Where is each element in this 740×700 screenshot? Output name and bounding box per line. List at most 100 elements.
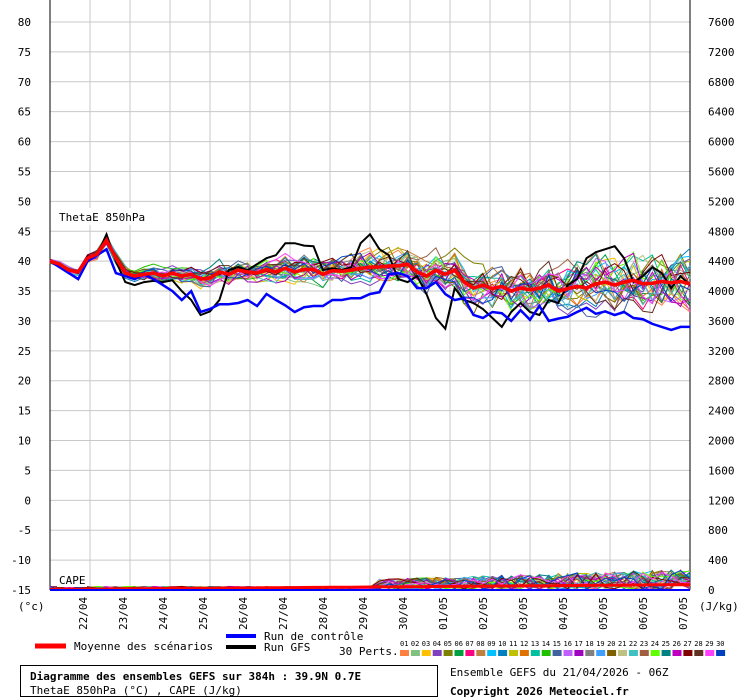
pert-swatch (476, 650, 486, 656)
pert-swatch (552, 650, 562, 656)
x-tick-label: 01/05 (437, 597, 450, 630)
left-tick-label: 0 (24, 494, 31, 507)
right-tick-label: 6400 (708, 106, 735, 119)
x-tick-label: 24/04 (157, 597, 170, 630)
footer-box: Diagramme des ensembles GEFS sur 384h : … (20, 665, 438, 697)
right-tick-label: 6000 (708, 136, 735, 149)
right-tick-label: 400 (708, 554, 728, 567)
pert-swatch (607, 650, 617, 656)
pert-swatch (410, 650, 420, 656)
legend: Moyenne des scénarios Run de contrôle Ru… (35, 630, 726, 658)
x-tick-label: 06/05 (637, 597, 650, 630)
pert-id-label: 14 (542, 640, 550, 648)
pert-swatch (705, 650, 715, 656)
right-tick-label: 7200 (708, 46, 735, 59)
left-tick-label: 80 (18, 16, 31, 29)
pert-id-label: 25 (662, 640, 670, 648)
left-tick-label: 50 (18, 195, 31, 208)
perturbation-line (49, 241, 691, 312)
right-tick-label: 5600 (708, 165, 735, 178)
pert-id-label: 15 (553, 640, 561, 648)
pert-swatch (596, 650, 606, 656)
left-tick-label: 40 (18, 255, 31, 268)
cape-label: CAPE (59, 574, 86, 587)
pert-swatch (400, 650, 409, 656)
right-tick-label: 1600 (708, 464, 735, 477)
x-tick-label: 25/04 (197, 597, 210, 630)
pert-id-label: 06 (455, 640, 463, 648)
pert-id-label: 01 (400, 640, 408, 648)
pert-id-label: 23 (640, 640, 648, 648)
cape-label-bg (57, 573, 87, 587)
pert-id-label: 30 (716, 640, 724, 648)
pert-swatch (672, 650, 682, 656)
x-tick-label: 04/05 (557, 597, 570, 630)
left-tick-label: 15 (18, 405, 31, 418)
left-unit-label: (°c) (18, 600, 45, 613)
x-tick-label: 03/05 (517, 597, 530, 630)
pert-swatch (683, 650, 693, 656)
right-tick-label: 0 (708, 584, 715, 597)
x-tick-label: 02/05 (477, 597, 490, 630)
right-tick-label: 5200 (708, 195, 735, 208)
left-tick-label: 45 (18, 225, 31, 238)
pert-id-label: 17 (574, 640, 582, 648)
right-axis-ticks: 7600720068006400600056005200480044004000… (708, 16, 735, 597)
pert-id-label: 08 (476, 640, 484, 648)
left-tick-label: 30 (18, 315, 31, 328)
x-axis-labels: 22/04 23/04 24/04 25/04 26/04 27/04 28/04 29/04… (77, 597, 690, 630)
pert-swatch (639, 650, 649, 656)
pert-id-label: 20 (607, 640, 615, 648)
pert-swatch (443, 650, 453, 656)
x-tick-label: 07/05 (677, 597, 690, 630)
left-tick-label: 10 (18, 435, 31, 448)
left-tick-label: 75 (18, 46, 31, 59)
mean-line (49, 236, 691, 293)
pert-id-label: 27 (683, 640, 691, 648)
ensemble-chart: 80757065605550454035302520151050-5-10-15… (11, 0, 739, 658)
pert-id-label: 18 (585, 640, 593, 648)
right-unit-label: (J/kg) (699, 600, 739, 613)
perturbation-line (49, 243, 691, 310)
perturbation-line (49, 236, 691, 304)
footer-subtitle: ThetaE 850hPa (°C) , CAPE (J/kg) (30, 684, 242, 697)
pert-swatch (487, 650, 497, 656)
pert-swatch (574, 650, 584, 656)
pert-id-label: 10 (498, 640, 506, 648)
pert-swatch (519, 650, 529, 656)
right-tick-label: 1200 (708, 494, 735, 507)
left-tick-label: 25 (18, 345, 31, 358)
left-tick-label: -10 (11, 554, 31, 567)
pert-id-label: 03 (422, 640, 430, 648)
pert-id-label: 02 (411, 640, 419, 648)
pert-swatch (618, 650, 627, 656)
legend-mean-label: Moyenne des scénarios (74, 640, 213, 653)
x-tick-label: 27/04 (277, 597, 290, 630)
x-tick-label: 05/05 (597, 597, 610, 630)
pert-swatch (465, 650, 475, 656)
x-tick-label: 23/04 (117, 597, 130, 630)
right-tick-label: 800 (708, 524, 728, 537)
pert-swatch (509, 650, 518, 656)
left-tick-label: 5 (24, 464, 31, 477)
pert-swatch (432, 650, 442, 656)
x-tick-label: 30/04 (397, 597, 410, 630)
pert-id-label: 21 (618, 640, 626, 648)
thetae-label: ThetaE 850hPa (59, 211, 145, 224)
right-tick-label: 2800 (708, 375, 735, 388)
left-tick-label: 70 (18, 76, 31, 89)
control-line (49, 247, 690, 332)
pert-swatch (716, 650, 726, 656)
copyright: Copyright 2026 Meteociel.fr (450, 685, 629, 698)
pert-swatch (530, 650, 540, 656)
right-tick-label: 2000 (708, 435, 735, 448)
pert-id-label: 19 (596, 640, 604, 648)
legend-gfs-label: Run GFS (264, 641, 310, 654)
pert-swatch (421, 650, 431, 656)
pert-id-label: 12 (520, 640, 528, 648)
pert-swatch (650, 650, 660, 656)
pert-swatch (563, 650, 573, 656)
pert-swatch (454, 650, 464, 656)
perturbation-line (49, 235, 691, 316)
